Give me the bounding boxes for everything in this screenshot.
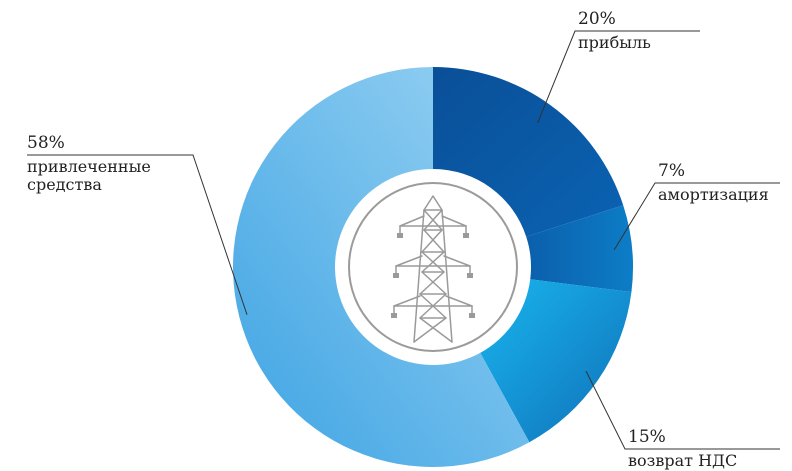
donut-slice-3	[232, 67, 530, 467]
leader-line-2	[585, 370, 780, 450]
donut-slices	[232, 67, 633, 467]
slice-percent-label-1: 7%	[658, 161, 685, 181]
power-transmission-tower-icon	[393, 195, 473, 343]
slice-labels: 20% прибыль 7% амортизация 15% возврат НДС 58%…	[27, 9, 780, 470]
donut-slice-0	[433, 67, 624, 237]
slice-category-label-2-0: возврат НДС	[628, 451, 737, 470]
slice-category-label-3-0: привлеченные	[27, 157, 151, 176]
slice-percent-label-3: 58%	[27, 133, 65, 153]
slice-category-label-0-0: прибыль	[578, 33, 651, 52]
leader-line-0	[537, 30, 700, 124]
leader-line-1	[613, 182, 780, 251]
center-disc	[347, 181, 519, 353]
donut-slice-2	[480, 279, 632, 443]
donut-slice-1	[526, 205, 633, 293]
slice-category-label-1-0: амортизация	[658, 185, 769, 204]
center-badge	[347, 181, 519, 353]
slice-category-label-3-1: средства	[27, 175, 102, 194]
leader-line-3	[27, 154, 248, 315]
insulator-weights	[391, 233, 475, 318]
slice-percent-label-2: 15%	[628, 427, 666, 447]
slice-percent-label-0: 20%	[578, 9, 616, 29]
center-ring	[348, 182, 518, 352]
